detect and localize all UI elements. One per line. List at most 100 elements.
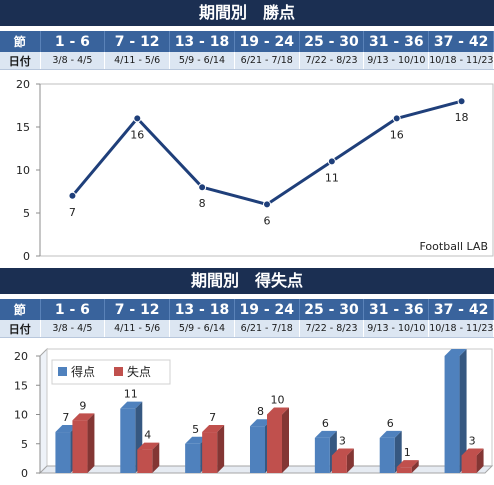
goals-bar bbox=[55, 432, 71, 473]
data-label: 8 bbox=[257, 405, 264, 418]
data-point bbox=[133, 114, 142, 123]
conceded-bar bbox=[331, 455, 347, 473]
date-range-cell: 10/18 - 11/23 bbox=[428, 320, 494, 338]
bar-side bbox=[282, 407, 289, 473]
goals-bar bbox=[314, 437, 330, 473]
conceded-bar bbox=[72, 420, 88, 473]
data-point bbox=[198, 183, 207, 192]
bar-top bbox=[120, 401, 143, 409]
date-label: 日付 bbox=[0, 52, 41, 70]
date-range-cell: 3/8 - 4/5 bbox=[40, 320, 106, 338]
y-tick-label: 10 bbox=[14, 409, 28, 422]
legend-conceded-swatch bbox=[114, 367, 123, 376]
data-point bbox=[68, 191, 77, 200]
section-range-cell: 25 - 30 bbox=[299, 31, 365, 52]
conceded-bar bbox=[202, 432, 218, 473]
data-label: 1 bbox=[404, 446, 411, 459]
bar-top bbox=[55, 425, 78, 433]
goals-bar bbox=[250, 426, 265, 473]
bar-top bbox=[202, 425, 225, 433]
legend-label: 失点 bbox=[127, 364, 151, 379]
data-label: 6 bbox=[322, 417, 329, 430]
bar-side bbox=[476, 448, 484, 473]
data-point bbox=[327, 157, 336, 166]
side-wall bbox=[39, 348, 48, 475]
data-label: 9 bbox=[79, 399, 86, 412]
bar-side bbox=[87, 413, 95, 473]
y-tick-label: 10 bbox=[16, 164, 30, 177]
data-label: 3 bbox=[339, 434, 346, 447]
bar-top bbox=[185, 436, 208, 444]
goals-bar bbox=[379, 437, 395, 473]
date-range-cell: 6/21 - 7/18 bbox=[234, 320, 300, 338]
data-label: 18 bbox=[455, 111, 469, 124]
section-range-cell: 13 - 18 bbox=[169, 31, 235, 52]
date-range-cell: 7/22 - 8/23 bbox=[299, 52, 365, 70]
y-tick-label: 0 bbox=[21, 467, 28, 480]
section-range-cell: 31 - 36 bbox=[363, 31, 430, 52]
legend-goals-swatch bbox=[58, 367, 67, 376]
section-range-cell: 25 - 30 bbox=[299, 299, 365, 320]
legend-box bbox=[51, 359, 171, 385]
bar-side bbox=[459, 349, 467, 473]
data-label: 4 bbox=[144, 429, 151, 442]
data-label: 8 bbox=[199, 197, 206, 210]
section-label: 節 bbox=[0, 299, 41, 320]
date-range-cell: 9/13 - 10/10 bbox=[363, 52, 430, 70]
date-range-cell: 5/9 - 6/14 bbox=[169, 52, 235, 70]
bar-top bbox=[267, 407, 289, 415]
goals-bar bbox=[444, 356, 460, 473]
date-range-cell: 6/21 - 7/18 bbox=[234, 52, 300, 70]
bar-top bbox=[72, 413, 95, 421]
points-line-chart: 0 5 10 15 20 7 16 8 6 11 16 18 Football LAB bbox=[16, 78, 494, 262]
bar-top bbox=[250, 419, 272, 427]
section-label: 節 bbox=[0, 31, 41, 52]
goals-bar-chart: 0510152079114578106361203得点失点 bbox=[14, 348, 494, 480]
y-tick-label: 5 bbox=[23, 207, 30, 220]
data-point bbox=[392, 114, 401, 123]
y-tick-label: 5 bbox=[21, 438, 28, 451]
date-range-cell: 9/13 - 10/10 bbox=[363, 320, 430, 338]
bar-top bbox=[137, 442, 160, 450]
date-range-cell: 4/11 - 5/6 bbox=[104, 320, 171, 338]
goals-bar bbox=[120, 408, 136, 473]
section-range-cell: 37 - 42 bbox=[428, 299, 494, 320]
bar-side bbox=[346, 448, 354, 473]
conceded-bar bbox=[461, 455, 477, 473]
bar-side bbox=[152, 442, 160, 473]
y-tick-label: 20 bbox=[16, 78, 30, 91]
bar-top bbox=[379, 430, 402, 438]
bar-side bbox=[411, 460, 419, 473]
data-label: 3 bbox=[469, 434, 476, 447]
data-label: 11 bbox=[325, 171, 339, 184]
data-label: 11 bbox=[124, 388, 138, 401]
data-label: 5 bbox=[192, 423, 199, 436]
section-range-cell: 1 - 6 bbox=[40, 299, 106, 320]
date-range-cell: 10/18 - 11/23 bbox=[428, 52, 494, 70]
goals-title: 期間別 得失点 bbox=[0, 268, 494, 294]
y-tick-label: 15 bbox=[14, 379, 28, 392]
data-label: 16 bbox=[390, 128, 404, 141]
y-tick-label: 0 bbox=[23, 250, 30, 262]
legend-label: 得点 bbox=[71, 364, 95, 379]
data-label: 10 bbox=[271, 394, 285, 407]
section-range-cell: 19 - 24 bbox=[234, 31, 300, 52]
section-range-cell: 31 - 36 bbox=[363, 299, 430, 320]
credit-text: Football LAB bbox=[420, 240, 489, 253]
conceded-bar bbox=[267, 414, 282, 473]
data-label: 6 bbox=[387, 417, 394, 430]
data-point bbox=[263, 200, 271, 209]
data-label: 7 bbox=[209, 411, 216, 424]
date-range-cell: 7/22 - 8/23 bbox=[299, 320, 365, 338]
y-tick-label: 15 bbox=[16, 121, 30, 134]
bar-side bbox=[394, 430, 402, 473]
section-range-cell: 7 - 12 bbox=[104, 299, 171, 320]
date-range-cell: 5/9 - 6/14 bbox=[169, 320, 235, 338]
bar-side bbox=[217, 425, 225, 473]
data-label: 7 bbox=[62, 411, 69, 424]
data-label: 6 bbox=[264, 214, 271, 227]
date-range-cell: 3/8 - 4/5 bbox=[40, 52, 106, 70]
bar-top bbox=[331, 448, 354, 456]
